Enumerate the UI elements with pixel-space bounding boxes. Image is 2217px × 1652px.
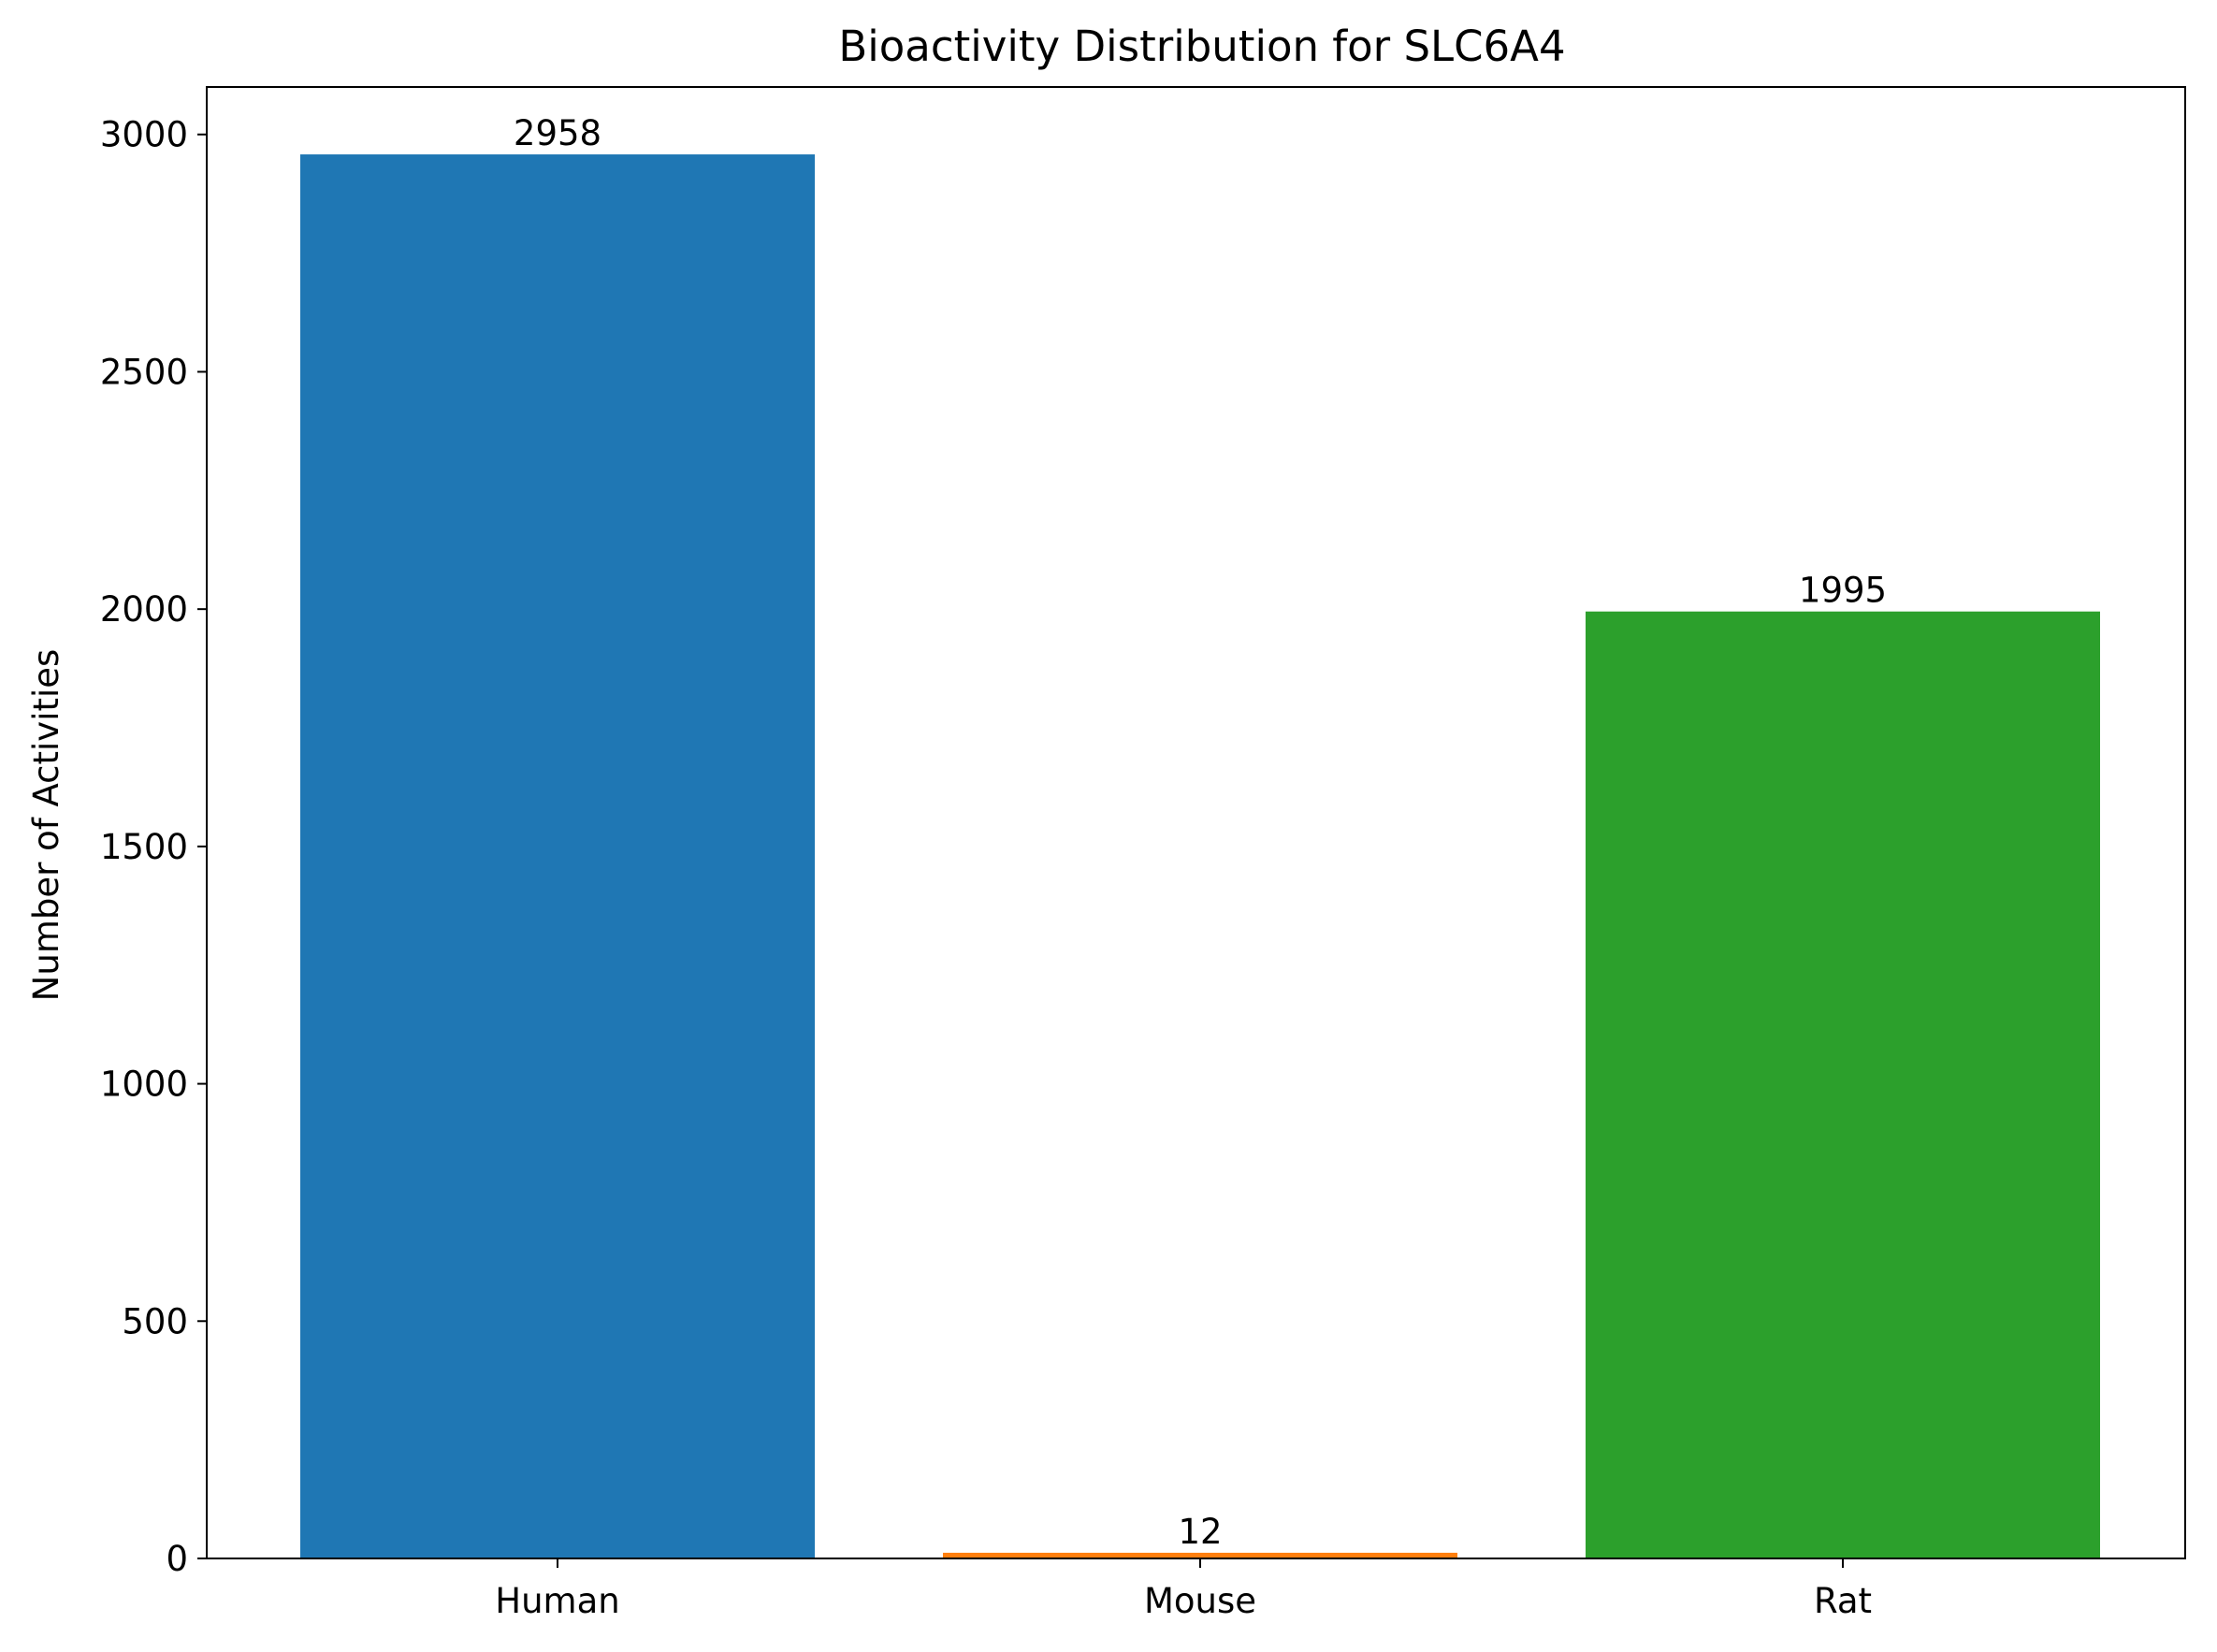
data-label-mouse: 12: [1178, 1512, 1222, 1552]
y-tick-label: 0: [166, 1539, 188, 1579]
y-tick-label: 1500: [100, 827, 188, 867]
bar-rat: [1586, 611, 2100, 1558]
plot-area: 2958 Human 12 Mouse 1995 Rat 0 500 1000 1500 2000 2…: [100, 86, 2186, 1621]
x-tick-label-mouse: Mouse: [1144, 1581, 1256, 1621]
y-tick-label: 2000: [100, 589, 188, 630]
plot-frame: [206, 86, 2186, 1559]
chart-title: Bioactivity Distribution for SLC6A4: [838, 22, 1565, 71]
y-axis-label: Number of Activities: [26, 649, 66, 1002]
data-label-human: 2958: [514, 113, 601, 153]
y-tick-label: 3000: [100, 115, 188, 155]
y-tick-label: 2500: [100, 352, 188, 392]
x-tick-label-rat: Rat: [1814, 1581, 1872, 1621]
x-tick-label-human: Human: [495, 1581, 619, 1621]
y-tick-label: 500: [122, 1301, 188, 1341]
y-tick-label: 1000: [100, 1065, 188, 1105]
data-label-rat: 1995: [1799, 571, 1887, 611]
bar-human: [300, 154, 815, 1558]
bar-mouse: [943, 1552, 1457, 1558]
